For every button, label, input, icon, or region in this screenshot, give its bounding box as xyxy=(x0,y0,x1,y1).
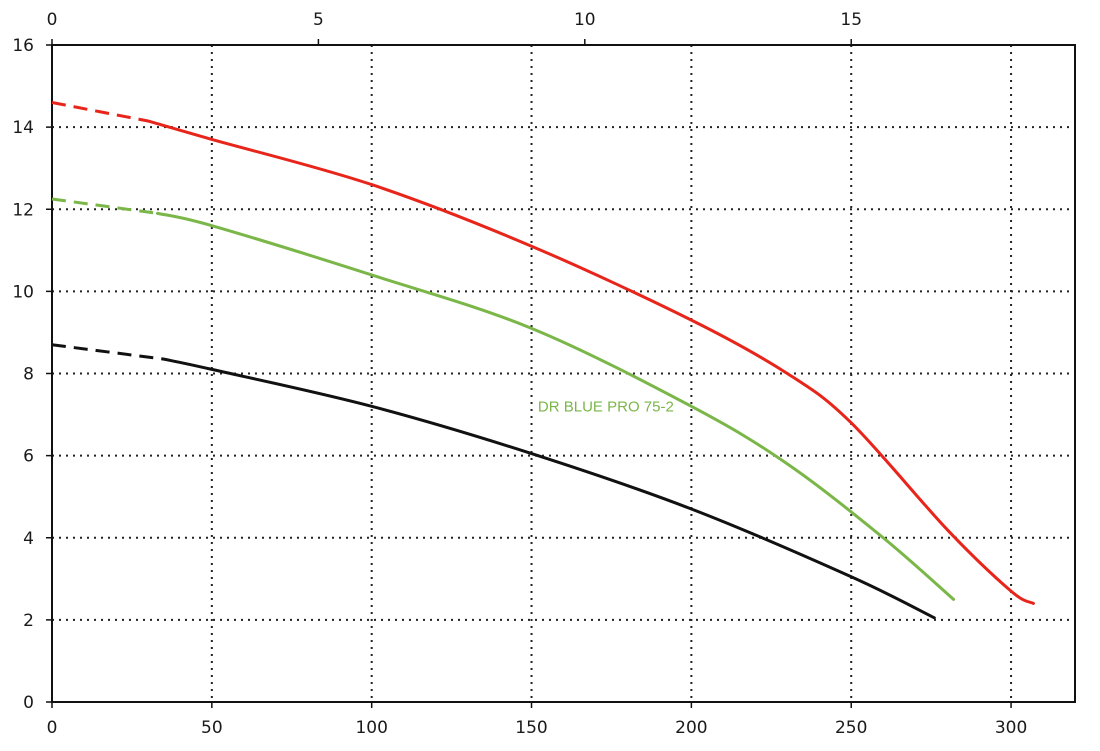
x-tick-label-300: 300 xyxy=(995,718,1027,738)
series-layer xyxy=(51,101,1035,620)
y-tick-label-10: 10 xyxy=(12,282,34,302)
label-layer: 0 50 100 150 200 250 300 0 2 4 6 8 10 12 14 16 0 5 10 15 DR … xyxy=(12,10,1027,738)
y-tick-label-14: 14 xyxy=(12,118,34,138)
series-black-line xyxy=(162,357,936,620)
y-tick-label-4: 4 xyxy=(23,529,34,549)
series-red-dashed xyxy=(51,101,149,123)
frame-layer xyxy=(46,39,1076,708)
x2-tick-label-10: 10 xyxy=(574,10,596,30)
x-tick-label-50: 50 xyxy=(201,718,223,738)
y-tick-label-16: 16 xyxy=(12,36,34,56)
series-black-dashed xyxy=(51,343,165,361)
y-tick-label-8: 8 xyxy=(23,365,34,385)
series-annotation-0: DR BLUE PRO 75-2 xyxy=(538,398,674,415)
x-tick-label-100: 100 xyxy=(355,718,387,738)
y-tick-label-12: 12 xyxy=(12,200,34,220)
x-tick-label-0: 0 xyxy=(47,718,58,738)
x-tick-label-200: 200 xyxy=(675,718,707,738)
y-tick-label-0: 0 xyxy=(23,693,34,713)
grid-layer xyxy=(52,45,1075,702)
series-green-dashed xyxy=(51,197,158,215)
x2-tick-label-0: 0 xyxy=(47,10,58,30)
x-tick-label-250: 250 xyxy=(835,718,867,738)
y-tick-label-6: 6 xyxy=(23,447,34,467)
y-tick-label-2: 2 xyxy=(23,611,34,631)
x-tick-label-150: 150 xyxy=(515,718,547,738)
plot-frame xyxy=(51,44,1076,703)
x2-tick-label-5: 5 xyxy=(313,10,324,30)
series-green-line xyxy=(156,211,956,601)
x2-tick-label-15: 15 xyxy=(840,10,862,30)
series-red-line xyxy=(146,119,1035,605)
